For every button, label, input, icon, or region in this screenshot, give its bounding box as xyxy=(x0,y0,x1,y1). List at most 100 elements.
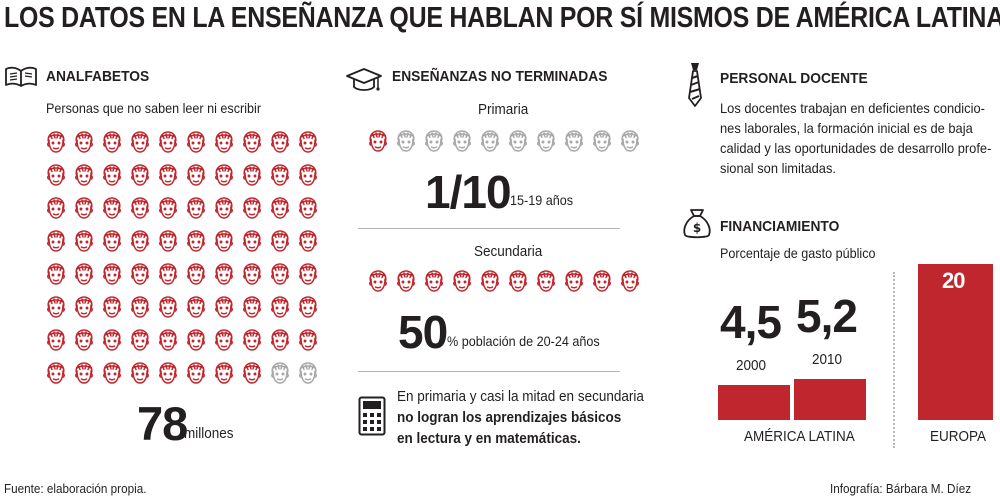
person-face-icon xyxy=(44,295,68,319)
person-face-icon xyxy=(72,361,96,385)
person-face-icon xyxy=(72,262,96,286)
bar-europa xyxy=(918,264,993,420)
person-face-icon xyxy=(184,229,208,253)
person-face-icon xyxy=(156,328,180,352)
person-face-icon xyxy=(44,196,68,220)
money-bag-icon: $ xyxy=(680,206,714,240)
personal-line: calidad y las oportunidades de desarroll… xyxy=(720,140,992,156)
person-face-icon xyxy=(394,129,418,153)
person-face-icon xyxy=(212,196,236,220)
divider xyxy=(358,371,620,372)
person-face-icon xyxy=(422,269,446,293)
person-face-icon xyxy=(296,295,320,319)
person-face-icon xyxy=(450,269,474,293)
open-book-icon xyxy=(4,66,38,88)
secundaria-unit: % población de 20-24 años xyxy=(447,333,600,349)
person-face-icon xyxy=(184,295,208,319)
person-face-icon xyxy=(478,269,502,293)
person-face-icon xyxy=(72,196,96,220)
person-face-icon xyxy=(100,328,124,352)
person-face-icon xyxy=(156,361,180,385)
person-face-icon xyxy=(590,129,614,153)
person-face-icon xyxy=(128,361,152,385)
secundaria-label: Secundaria xyxy=(474,243,543,260)
person-face-icon xyxy=(184,163,208,187)
person-face-icon xyxy=(534,129,558,153)
person-face-icon xyxy=(268,295,292,319)
person-face-icon xyxy=(366,269,390,293)
analfabetos-subtitle: Personas que no saben leer ni escribir xyxy=(46,100,262,116)
primaria-face-row xyxy=(366,129,642,153)
person-face-icon xyxy=(590,269,614,293)
personal-text: Los docentes trabajan en deficientes con… xyxy=(720,98,996,178)
person-face-icon xyxy=(128,262,152,286)
person-face-icon xyxy=(212,295,236,319)
person-face-icon xyxy=(240,229,264,253)
financiamiento-subtitle: Porcentaje de gasto público xyxy=(720,245,876,261)
person-face-icon xyxy=(72,229,96,253)
person-face-icon xyxy=(184,361,208,385)
person-face-icon xyxy=(44,130,68,154)
bar-year-label: 2010 xyxy=(812,351,843,369)
person-face-icon xyxy=(212,163,236,187)
person-face-icon xyxy=(296,328,320,352)
person-face-icon xyxy=(184,328,208,352)
bar-value-label: 5,2 xyxy=(796,290,858,343)
person-face-icon xyxy=(44,361,68,385)
person-face-icon xyxy=(212,262,236,286)
person-face-icon xyxy=(212,130,236,154)
personal-heading: PERSONAL DOCENTE xyxy=(720,70,868,87)
person-face-icon xyxy=(296,130,320,154)
financiamiento-heading: FINANCIAMIENTO xyxy=(720,218,840,235)
person-face-icon xyxy=(100,295,124,319)
person-face-icon xyxy=(44,328,68,352)
primaria-value: 1/10 xyxy=(425,166,512,218)
person-face-icon xyxy=(156,163,180,187)
person-face-icon xyxy=(100,229,124,253)
note-line-2: no logran los aprendizajes básicos xyxy=(397,409,622,426)
person-face-icon xyxy=(618,269,642,293)
person-face-icon xyxy=(44,262,68,286)
person-face-icon xyxy=(534,269,558,293)
person-face-icon xyxy=(268,262,292,286)
person-face-icon xyxy=(212,361,236,385)
person-face-icon xyxy=(128,229,152,253)
divider xyxy=(358,228,620,229)
secundaria-value: 50 xyxy=(398,306,448,358)
person-face-icon xyxy=(44,163,68,187)
person-face-icon xyxy=(562,129,586,153)
person-face-icon xyxy=(240,328,264,352)
person-face-icon xyxy=(296,163,320,187)
personal-line: Los docentes trabajan en deficientes con… xyxy=(720,100,985,116)
person-face-icon xyxy=(128,130,152,154)
person-face-icon xyxy=(100,196,124,220)
bar-al-2010 xyxy=(794,379,866,420)
person-face-icon xyxy=(156,262,180,286)
graduation-cap-icon xyxy=(345,66,383,96)
primaria-label: Primaria xyxy=(478,101,529,118)
page-title: LOS DATOS EN LA ENSEÑANZA QUE HABLAN POR… xyxy=(4,2,1000,34)
person-face-icon xyxy=(506,129,530,153)
secundaria-face-row xyxy=(366,269,642,293)
person-face-icon xyxy=(296,229,320,253)
bar-year-label: 2000 xyxy=(736,356,767,374)
person-face-icon xyxy=(268,130,292,154)
personal-line: nes laborales, la formación inicial es d… xyxy=(720,120,973,136)
person-face-icon xyxy=(240,361,264,385)
person-face-icon xyxy=(128,295,152,319)
group-label-america-latina: AMÉRICA LATINA xyxy=(744,428,855,445)
person-face-icon xyxy=(100,262,124,286)
analfabetos-number: 78 xyxy=(137,397,188,450)
person-face-icon xyxy=(268,361,292,385)
person-face-icon xyxy=(156,130,180,154)
person-face-icon xyxy=(156,229,180,253)
person-face-icon xyxy=(268,328,292,352)
person-face-icon xyxy=(100,361,124,385)
person-face-icon xyxy=(240,295,264,319)
person-face-icon xyxy=(100,130,124,154)
person-face-icon xyxy=(212,328,236,352)
analfabetos-heading: ANALFABETOS xyxy=(46,68,150,85)
person-face-icon xyxy=(212,229,236,253)
person-face-icon xyxy=(156,196,180,220)
note-line-1: En primaria y casi la mitad en secundari… xyxy=(397,388,644,405)
